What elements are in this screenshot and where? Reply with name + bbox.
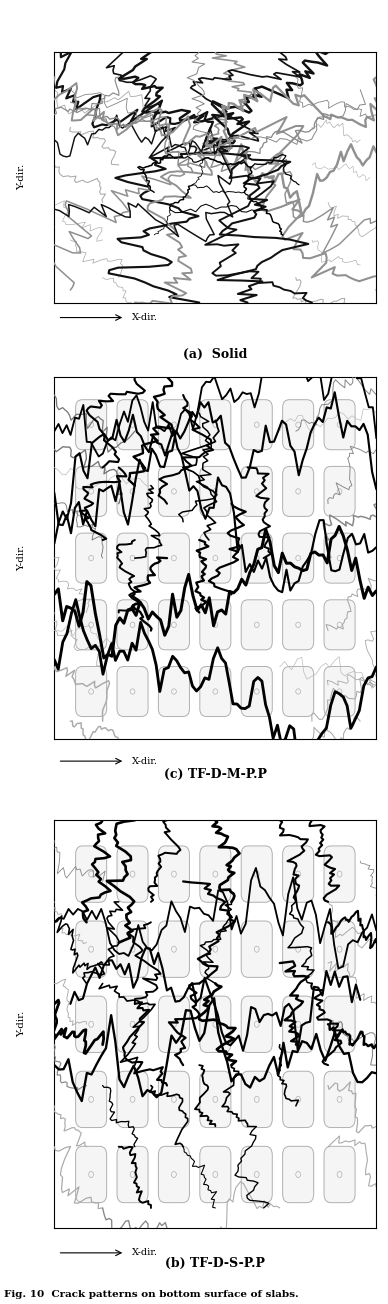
FancyBboxPatch shape xyxy=(324,996,355,1052)
FancyBboxPatch shape xyxy=(117,666,148,716)
FancyBboxPatch shape xyxy=(282,467,314,516)
FancyBboxPatch shape xyxy=(200,600,231,649)
FancyBboxPatch shape xyxy=(158,996,189,1052)
FancyBboxPatch shape xyxy=(200,1071,231,1128)
FancyBboxPatch shape xyxy=(117,533,148,583)
FancyBboxPatch shape xyxy=(117,846,148,902)
FancyBboxPatch shape xyxy=(117,1071,148,1128)
FancyBboxPatch shape xyxy=(117,400,148,450)
Text: X-dir.: X-dir. xyxy=(132,756,158,765)
FancyBboxPatch shape xyxy=(76,846,107,902)
FancyBboxPatch shape xyxy=(117,1146,148,1202)
Text: Y-dir.: Y-dir. xyxy=(17,545,26,571)
FancyBboxPatch shape xyxy=(241,666,272,716)
FancyBboxPatch shape xyxy=(324,533,355,583)
FancyBboxPatch shape xyxy=(324,400,355,450)
FancyBboxPatch shape xyxy=(241,1146,272,1202)
FancyBboxPatch shape xyxy=(76,996,107,1052)
FancyBboxPatch shape xyxy=(76,1071,107,1128)
FancyBboxPatch shape xyxy=(324,921,355,978)
FancyBboxPatch shape xyxy=(158,467,189,516)
Text: Fig. 10  Crack patterns on bottom surface of slabs.: Fig. 10 Crack patterns on bottom surface… xyxy=(4,1290,299,1299)
FancyBboxPatch shape xyxy=(282,600,314,649)
FancyBboxPatch shape xyxy=(282,533,314,583)
FancyBboxPatch shape xyxy=(200,400,231,450)
FancyBboxPatch shape xyxy=(117,921,148,978)
FancyBboxPatch shape xyxy=(76,400,107,450)
FancyBboxPatch shape xyxy=(117,467,148,516)
Text: X-dir.: X-dir. xyxy=(132,313,158,322)
FancyBboxPatch shape xyxy=(158,666,189,716)
FancyBboxPatch shape xyxy=(158,1146,189,1202)
FancyBboxPatch shape xyxy=(324,846,355,902)
FancyBboxPatch shape xyxy=(158,846,189,902)
FancyBboxPatch shape xyxy=(200,467,231,516)
FancyBboxPatch shape xyxy=(324,666,355,716)
FancyBboxPatch shape xyxy=(158,533,189,583)
FancyBboxPatch shape xyxy=(76,921,107,978)
FancyBboxPatch shape xyxy=(324,467,355,516)
FancyBboxPatch shape xyxy=(76,666,107,716)
FancyBboxPatch shape xyxy=(241,1071,272,1128)
FancyBboxPatch shape xyxy=(241,533,272,583)
FancyBboxPatch shape xyxy=(241,400,272,450)
FancyBboxPatch shape xyxy=(158,1071,189,1128)
FancyBboxPatch shape xyxy=(241,846,272,902)
FancyBboxPatch shape xyxy=(241,467,272,516)
FancyBboxPatch shape xyxy=(76,1146,107,1202)
Text: (a)  Solid: (a) Solid xyxy=(183,348,248,361)
FancyBboxPatch shape xyxy=(117,600,148,649)
FancyBboxPatch shape xyxy=(282,1071,314,1128)
FancyBboxPatch shape xyxy=(282,666,314,716)
FancyBboxPatch shape xyxy=(241,921,272,978)
Text: X-dir.: X-dir. xyxy=(132,1248,158,1257)
FancyBboxPatch shape xyxy=(282,1146,314,1202)
FancyBboxPatch shape xyxy=(200,846,231,902)
FancyBboxPatch shape xyxy=(282,921,314,978)
FancyBboxPatch shape xyxy=(117,996,148,1052)
FancyBboxPatch shape xyxy=(76,600,107,649)
FancyBboxPatch shape xyxy=(241,600,272,649)
FancyBboxPatch shape xyxy=(76,467,107,516)
FancyBboxPatch shape xyxy=(282,846,314,902)
FancyBboxPatch shape xyxy=(76,533,107,583)
FancyBboxPatch shape xyxy=(324,1146,355,1202)
Text: Y-dir.: Y-dir. xyxy=(17,1011,26,1038)
FancyBboxPatch shape xyxy=(200,666,231,716)
FancyBboxPatch shape xyxy=(200,921,231,978)
FancyBboxPatch shape xyxy=(200,1146,231,1202)
FancyBboxPatch shape xyxy=(158,600,189,649)
FancyBboxPatch shape xyxy=(282,996,314,1052)
FancyBboxPatch shape xyxy=(241,996,272,1052)
FancyBboxPatch shape xyxy=(324,600,355,649)
FancyBboxPatch shape xyxy=(158,921,189,978)
FancyBboxPatch shape xyxy=(282,400,314,450)
FancyBboxPatch shape xyxy=(158,400,189,450)
FancyBboxPatch shape xyxy=(324,1071,355,1128)
FancyBboxPatch shape xyxy=(200,533,231,583)
Text: Y-dir.: Y-dir. xyxy=(17,164,26,190)
FancyBboxPatch shape xyxy=(200,996,231,1052)
Text: (c) TF-D-M-P.P: (c) TF-D-M-P.P xyxy=(164,768,267,781)
Text: (b) TF-D-S-P.P: (b) TF-D-S-P.P xyxy=(165,1257,265,1270)
